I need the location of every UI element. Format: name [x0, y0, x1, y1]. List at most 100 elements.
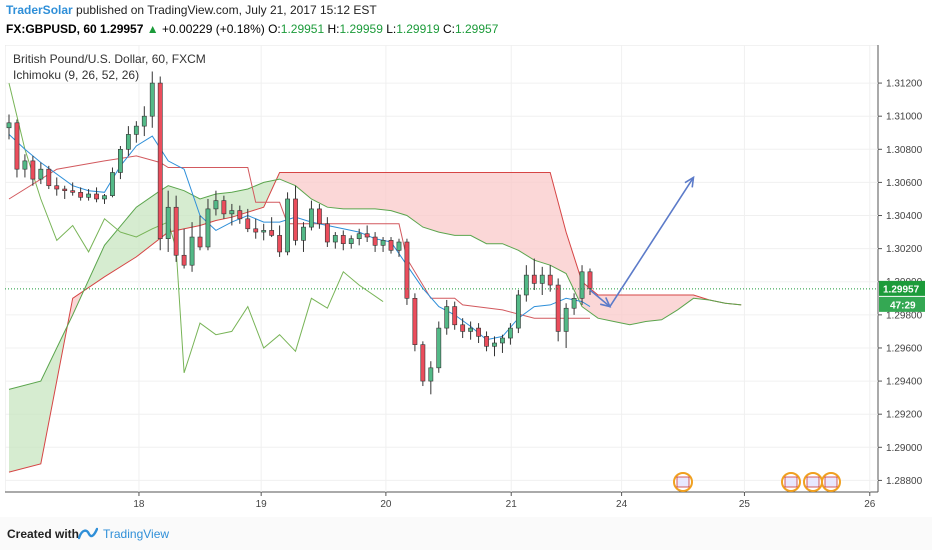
candle-body [165, 206, 171, 240]
candle-body [332, 235, 338, 243]
countdown-tag [879, 296, 925, 312]
candle-body [62, 188, 68, 191]
candle-body [420, 344, 426, 382]
candle-body [500, 337, 505, 344]
y-tick-label: 1.28800 [886, 476, 923, 487]
chikou-span-line [8, 82, 384, 373]
candle-body [269, 230, 275, 236]
y-tick-label: 1.30600 [886, 178, 923, 189]
high-label: H: [327, 22, 340, 36]
y-tick-label: 1.30800 [886, 145, 923, 156]
arrow-head [684, 175, 695, 188]
candle-body [515, 294, 521, 329]
candle-body [523, 274, 529, 296]
candle-body [14, 122, 20, 170]
chart-header: TraderSolar published on TradingView.com… [0, 0, 932, 42]
candle-body [221, 200, 227, 215]
candle-body [468, 327, 474, 332]
x-tick-label: 20 [380, 499, 392, 510]
candle-body [102, 195, 107, 200]
y-tick-label: 1.29200 [886, 410, 923, 421]
tradingview-brand-link[interactable]: TradingView [103, 527, 170, 541]
candle-body [173, 206, 179, 256]
candle-body [340, 235, 346, 244]
candle-body [54, 185, 60, 190]
x-tick-label: 26 [864, 499, 876, 510]
candle-body [587, 271, 593, 289]
candle-body [508, 327, 513, 339]
x-tick-label: 18 [133, 499, 145, 510]
price-change: +0.00229 (+0.18%) [162, 22, 265, 36]
candle-body [293, 198, 298, 241]
last-price-tag-label: 1.29957 [883, 284, 920, 295]
us-event-flag-icon-flag [676, 476, 690, 488]
candle-body [78, 192, 84, 198]
candle-body [30, 160, 36, 180]
candle-body [237, 210, 243, 220]
tradingview-logo-icon [78, 527, 98, 540]
candle-body [555, 284, 561, 332]
indicator-label[interactable]: Ichimoku (9, 26, 52, 26) [13, 68, 140, 82]
bullish-cloud [9, 319, 69, 473]
candle-body [70, 190, 76, 193]
candle-body [492, 342, 497, 347]
low-label: L: [386, 22, 397, 36]
candle-body [285, 198, 290, 253]
y-tick-label: 1.29600 [886, 343, 923, 354]
kijun-sen-line [8, 155, 590, 319]
senkou-span-b-line [8, 172, 742, 473]
symbol-label: FX:GBPUSD, 60 [6, 22, 97, 36]
footer: Created with TradingView [0, 517, 932, 550]
candle-body [22, 160, 28, 170]
candle-body [301, 226, 306, 241]
candle-body [181, 254, 187, 266]
x-tick-label: 19 [256, 499, 268, 510]
candle-body [229, 210, 235, 215]
candle-body [46, 168, 52, 187]
candle-body [531, 274, 537, 284]
high-value: 1.29959 [339, 22, 383, 36]
uk-event-flag-icon-flag [784, 476, 798, 488]
plot-background [5, 45, 879, 493]
candle-body [372, 236, 378, 246]
candle-body [189, 236, 195, 266]
y-tick-label: 1.31200 [886, 79, 923, 90]
candle-body [6, 122, 12, 129]
chart-title: British Pound/U.S. Dollar, 60, FXCM [13, 52, 206, 66]
candle-body [213, 200, 219, 210]
candle-body [436, 327, 442, 369]
candle-body [428, 367, 434, 382]
candle-body [412, 298, 418, 345]
low-value: 1.29919 [396, 22, 440, 36]
candle-body [547, 274, 553, 286]
candle-body [364, 233, 370, 238]
bullish-cloud [84, 172, 280, 291]
candle-body [133, 125, 139, 135]
candle-body [110, 172, 115, 196]
candle-body [253, 228, 259, 233]
candle-body [579, 271, 585, 299]
candle-body [125, 134, 131, 150]
symbol-line: FX:GBPUSD, 60 1.29957 ▲ +0.00229 (+0.18%… [6, 22, 498, 36]
y-tick-label: 1.29000 [886, 443, 923, 454]
candle-body [197, 236, 203, 248]
candle-body [444, 306, 450, 329]
candle-body [205, 208, 211, 248]
y-tick-label: 1.29400 [886, 377, 923, 388]
publisher-line: TraderSolar published on TradingView.com… [6, 3, 377, 17]
price-chart[interactable]: 1.28800 1.29000 1.29200 1.29400 1.29600 1.298… [5, 45, 927, 517]
x-tick-label: 25 [739, 499, 751, 510]
x-tick-label: 24 [616, 499, 628, 510]
arrow-head [599, 297, 612, 308]
candle-body [309, 208, 314, 228]
candle-body [245, 218, 251, 230]
open-value: 1.29951 [280, 22, 325, 36]
candle-body [157, 82, 163, 240]
bearish-cloud [279, 172, 710, 325]
candle-body [460, 324, 466, 332]
chart-area[interactable]: 1.28800 1.29000 1.29200 1.29400 1.29600 1.298… [5, 45, 927, 517]
author-link[interactable]: TraderSolar [6, 3, 73, 17]
candle-body [484, 336, 489, 347]
candle-body [94, 193, 99, 200]
candle-body [452, 306, 458, 326]
